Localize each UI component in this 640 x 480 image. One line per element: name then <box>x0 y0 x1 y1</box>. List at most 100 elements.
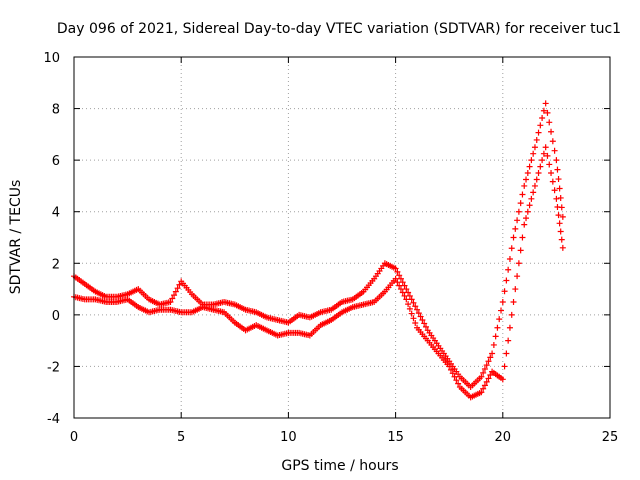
data-point <box>419 317 426 324</box>
data-point <box>512 286 519 293</box>
data-point <box>549 178 556 185</box>
data-point <box>528 157 535 164</box>
data-point <box>524 170 531 177</box>
data-point <box>422 323 429 330</box>
data-point <box>515 260 522 267</box>
data-point <box>169 295 176 302</box>
data-point <box>451 373 458 380</box>
data-point <box>481 382 488 389</box>
data-point <box>176 281 183 288</box>
data-point <box>517 247 524 254</box>
data-point <box>558 236 565 243</box>
data-point <box>542 100 549 107</box>
data-point <box>510 298 517 305</box>
plot-frame <box>73 56 611 419</box>
data-point <box>401 292 408 299</box>
data-point <box>449 370 456 377</box>
data-point <box>557 228 564 235</box>
data-point <box>506 324 513 331</box>
chart-title: Day 096 of 2021, Sidereal Day-to-day VTE… <box>57 21 621 37</box>
data-point <box>551 187 558 194</box>
data-point <box>524 208 531 215</box>
data-point <box>396 282 403 289</box>
tick-marks <box>73 56 611 419</box>
data-point <box>399 279 406 286</box>
data-point <box>394 279 401 286</box>
data-point <box>559 213 566 220</box>
data-point <box>499 298 506 305</box>
data-point <box>531 182 538 189</box>
data-point <box>487 354 494 361</box>
data-point <box>521 182 528 189</box>
data-point <box>542 144 549 151</box>
data-point <box>533 136 540 143</box>
x-tick-label: 25 <box>602 430 619 445</box>
data-point <box>506 255 513 262</box>
data-point <box>505 337 512 344</box>
y-tick-labels: -4 -2 0 2 4 6 8 10 <box>43 51 60 427</box>
data-point <box>528 195 535 202</box>
data-point <box>555 212 562 219</box>
data-point <box>508 245 515 252</box>
data-point <box>408 310 415 317</box>
data-point <box>519 191 526 198</box>
data-point <box>540 150 547 157</box>
data-point <box>535 170 542 177</box>
data-point <box>548 170 555 177</box>
data-point <box>396 272 403 279</box>
data-point <box>421 320 428 327</box>
data-point <box>392 275 399 282</box>
data-point <box>517 200 524 207</box>
data-point <box>548 128 555 135</box>
data-point <box>523 215 530 222</box>
data-point <box>406 292 413 299</box>
data-point <box>508 311 515 318</box>
data-point <box>401 282 408 289</box>
data-point <box>405 301 412 308</box>
x-tick-label: 15 <box>387 430 404 445</box>
data-point <box>499 376 506 383</box>
data-series <box>71 144 566 401</box>
data-point <box>555 176 562 183</box>
data-point <box>519 234 526 241</box>
y-tick-label: 8 <box>52 103 60 118</box>
data-point <box>546 119 553 126</box>
data-point <box>503 350 510 357</box>
data-point <box>412 320 419 327</box>
data-point <box>496 316 503 323</box>
data-point <box>537 122 544 129</box>
data-point <box>526 202 533 209</box>
data-point <box>485 358 492 365</box>
y-tick-label: -2 <box>47 360 60 375</box>
data-point <box>494 324 501 331</box>
data-point <box>557 194 564 201</box>
data-point <box>540 107 547 114</box>
data-point <box>523 176 530 183</box>
data-point <box>544 152 551 159</box>
data-point <box>535 129 542 136</box>
data-point <box>539 115 546 122</box>
data-point <box>410 299 417 306</box>
data-point <box>417 313 424 320</box>
x-tick-label: 20 <box>495 430 512 445</box>
data-point <box>481 366 488 373</box>
data-point <box>490 341 497 348</box>
data-points <box>71 100 566 401</box>
data-point <box>539 157 546 164</box>
data-point <box>455 380 462 387</box>
data-point <box>172 288 179 295</box>
data-point <box>478 373 485 380</box>
data-point <box>501 363 508 370</box>
data-point <box>478 389 485 396</box>
data-series <box>71 100 566 391</box>
data-point <box>501 288 508 295</box>
data-point <box>515 208 522 215</box>
data-point <box>556 185 563 192</box>
grid-lines <box>74 57 610 418</box>
data-point <box>167 298 174 305</box>
data-point <box>531 144 538 151</box>
data-point <box>537 163 544 170</box>
data-point <box>533 176 540 183</box>
data-point <box>544 109 551 116</box>
data-point <box>551 147 558 154</box>
